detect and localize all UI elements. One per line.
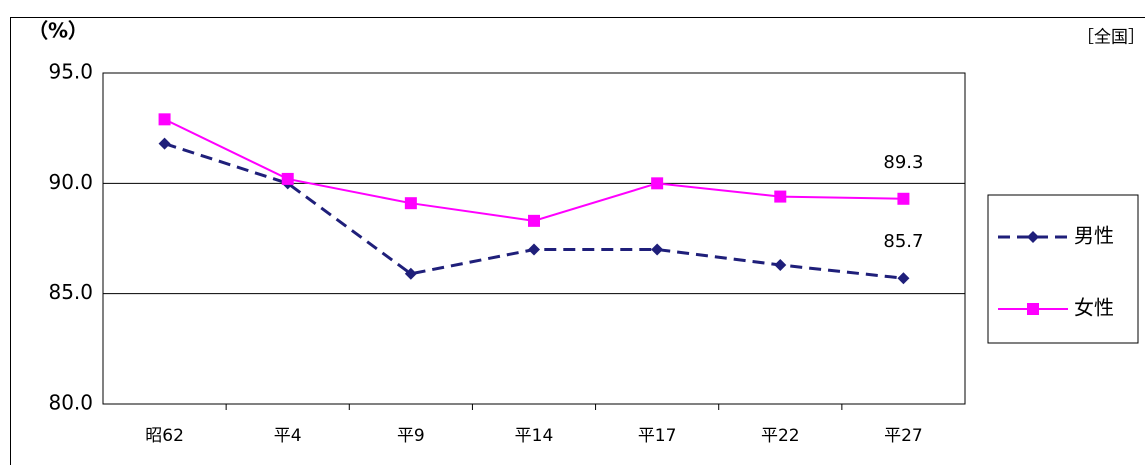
legend-marker xyxy=(1027,231,1039,243)
marker xyxy=(281,172,294,185)
marker xyxy=(897,192,910,205)
y-tick-label: 85.0 xyxy=(48,280,93,304)
x-tick-label: 昭62 xyxy=(145,426,184,446)
marker xyxy=(158,137,171,150)
marker xyxy=(528,243,540,256)
marker xyxy=(774,190,787,203)
plot-area xyxy=(102,72,966,405)
marker xyxy=(404,267,417,280)
x-tick-label: 平9 xyxy=(397,426,425,446)
y-tick-label: 95.0 xyxy=(48,60,93,84)
x-tick-label: 平27 xyxy=(884,426,923,446)
marker xyxy=(404,197,417,210)
x-tick-label: 平22 xyxy=(761,426,800,446)
legend-label: 女性 xyxy=(1074,296,1114,320)
marker xyxy=(651,243,664,256)
unit-label: （%） xyxy=(28,19,88,43)
marker xyxy=(158,113,171,126)
x-tick-label: 平14 xyxy=(515,426,554,446)
x-tick-label: 平17 xyxy=(638,426,677,446)
marker xyxy=(528,214,540,227)
y-tick-label: 80.0 xyxy=(48,391,93,415)
region-label: ［全国］ xyxy=(1077,28,1145,48)
marker xyxy=(774,258,787,271)
legend-label: 男性 xyxy=(1074,224,1114,248)
data-label: 85.7 xyxy=(883,231,923,252)
data-label: 89.3 xyxy=(883,152,923,173)
legend-box xyxy=(987,194,1139,344)
marker xyxy=(651,177,664,190)
legend-marker xyxy=(1027,303,1039,315)
y-tick-label: 90.0 xyxy=(48,170,93,194)
x-tick-label: 平4 xyxy=(274,426,302,446)
marker xyxy=(897,272,910,285)
